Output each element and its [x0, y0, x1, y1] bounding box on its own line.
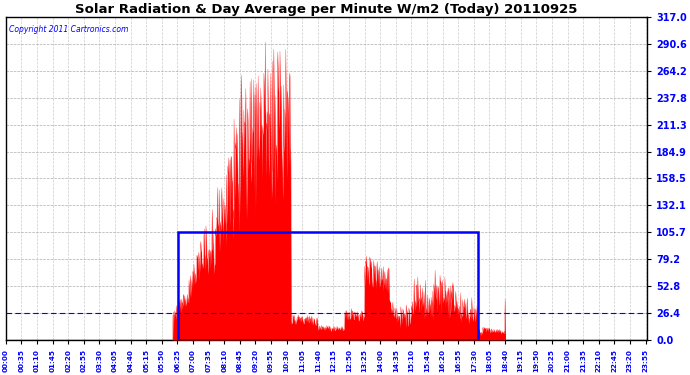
Text: Copyright 2011 Cartronics.com: Copyright 2011 Cartronics.com — [9, 25, 128, 34]
Bar — [178, 232, 478, 340]
Title: Solar Radiation & Day Average per Minute W/m2 (Today) 20110925: Solar Radiation & Day Average per Minute… — [75, 3, 578, 16]
